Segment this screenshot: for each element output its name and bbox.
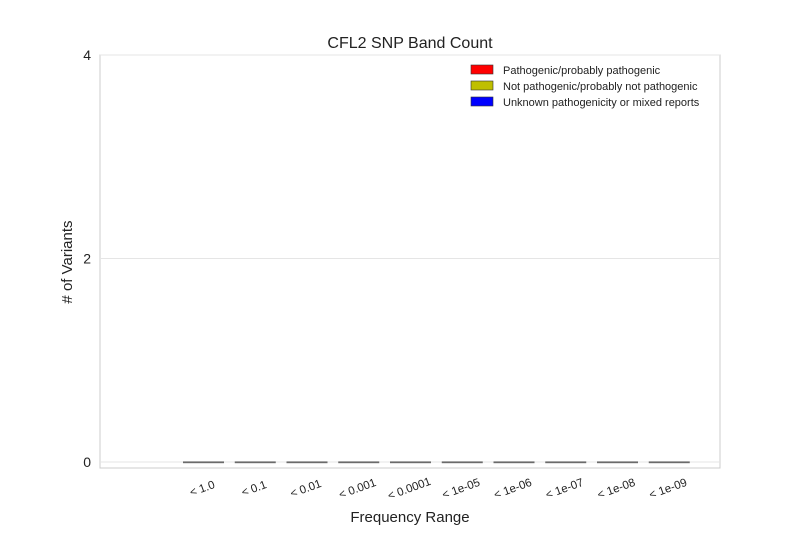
legend-swatch [470,80,494,91]
x-tick-label: < 0.001 [337,477,377,502]
bar [648,461,690,464]
y-tick-label: 4 [83,47,91,63]
x-tick-label: < 0.1 [240,479,268,499]
legend: Pathogenic/probably pathogenic Not pathog… [470,64,700,109]
legend-swatch [470,96,494,107]
x-tick-label: < 0.01 [289,478,323,500]
y-axis-label: # of Variants [59,220,76,303]
legend-label: Not pathogenic/probably not pathogenic [503,81,698,93]
x-tick-label: < 1e-09 [648,477,689,502]
x-tick-label: < 1.0 [188,479,216,499]
y-tick-label: 2 [83,251,91,267]
bar [545,461,587,464]
bars [183,461,690,464]
legend-swatch [470,64,494,75]
bar [338,461,380,464]
plot-area [99,54,721,469]
chart-title: CFL2 SNP Band Count [327,35,493,52]
x-tick-label: < 1e-05 [441,477,482,502]
bar [234,461,276,464]
bar [493,461,535,464]
x-tick-label: < 0.0001 [386,476,432,503]
x-axis-label: Frequency Range [350,509,469,526]
bar [183,461,224,464]
y-tick-label: 0 [83,454,91,470]
bar [441,461,483,464]
legend-label: Unknown pathogenicity or mixed reports [503,97,700,109]
bar [286,461,328,464]
x-tick-label: < 1e-07 [544,477,585,502]
x-ticks: < 1.0 < 0.1 < 0.01 < 0.001 < 0.0001 < 1e-05 < … [188,476,689,503]
bar [390,461,431,464]
x-tick-label: < 1e-06 [492,477,533,502]
x-tick-label: < 1e-08 [596,477,637,502]
legend-label: Pathogenic/probably pathogenic [503,65,661,77]
bar [597,461,638,464]
y-ticks: 0 2 4 [83,47,91,470]
